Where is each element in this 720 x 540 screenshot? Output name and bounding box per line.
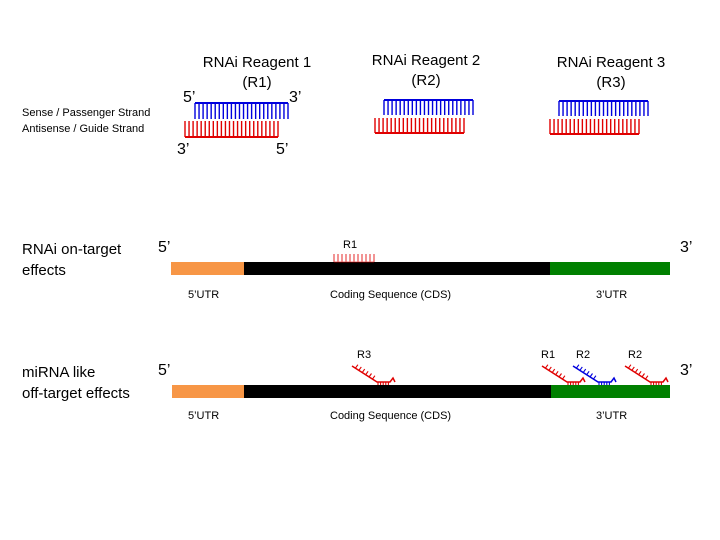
strand-base-tick — [644, 375, 649, 380]
row2-bound-r3 — [351, 364, 396, 385]
row2-5utr-segment — [172, 385, 244, 398]
strand-base-tick — [365, 370, 369, 376]
row2-cds-segment — [244, 385, 551, 398]
on-target-label-line2: effects — [22, 262, 66, 279]
row1-cds-label: Coding Sequence (CDS) — [330, 289, 452, 301]
row2-bound-r2b-label: R2 — [628, 349, 643, 361]
reagent-1-name: RNAi Reagent 1 — [202, 54, 312, 71]
row2-bound-r1-label: R1 — [541, 349, 556, 361]
reagent-1-guide-strand — [184, 121, 279, 138]
row1-3utr-segment — [550, 262, 670, 275]
reagent-3-title: RNAi Reagent 3 (R3) — [546, 53, 676, 93]
row2-3utr-label: 3’UTR — [596, 410, 628, 422]
sense-strand-label: Sense / Passenger Strand — [22, 107, 151, 119]
reagent-3-guide-strand — [549, 119, 640, 135]
strand-base-tick — [561, 375, 566, 380]
row1-3utr-label: 3’UTR — [596, 289, 628, 301]
reagent-1-sense-strand — [194, 102, 289, 119]
reagent-1-duplex — [184, 102, 289, 138]
off-target-label-line1: miRNA like — [22, 364, 96, 381]
strand-base-tick — [368, 373, 372, 378]
strand-base-tick — [627, 364, 632, 369]
strand-base-tick — [555, 370, 559, 376]
reagent-2-title: RNAi Reagent 2 (R2) — [361, 51, 491, 91]
row1-mrna — [171, 262, 670, 275]
row2-mrna — [172, 385, 670, 398]
row2-bound-r3-label: R3 — [357, 349, 372, 361]
row2-bound-r1 — [541, 364, 586, 385]
on-target-label-line1: RNAi on-target — [22, 241, 122, 258]
strand-base-tick — [544, 364, 549, 369]
reagent-1-abbr: (R1) — [242, 74, 272, 91]
row1-5utr-segment — [171, 262, 244, 275]
row2-3-prime-label: 3’ — [680, 362, 693, 379]
row2-3utr-segment — [551, 385, 670, 398]
strand-base-tick — [551, 368, 556, 373]
strand-base-tick — [634, 368, 639, 373]
row1-5utr-label: 5’UTR — [188, 289, 220, 301]
strand-base-tick — [638, 370, 642, 376]
strand-base-tick — [589, 373, 593, 378]
row1-cds-segment — [244, 262, 550, 275]
strand-base-tick — [592, 375, 597, 380]
reagent-2-sense-strand — [383, 99, 474, 115]
strand-base-tick — [371, 375, 376, 380]
antisense-strand-label: Antisense / Guide Strand — [22, 123, 145, 135]
strand-base-tick — [361, 368, 366, 373]
strand-base-tick — [354, 364, 359, 369]
strand-base-tick — [631, 366, 635, 371]
row2-5utr-label: 5’UTR — [188, 410, 220, 422]
reagent-3-abbr: (R3) — [596, 74, 626, 91]
strand-base-tick — [558, 373, 562, 378]
reagent-3-name: RNAi Reagent 3 — [556, 54, 666, 71]
strand-backbone — [351, 365, 396, 383]
strand-base-tick — [548, 366, 552, 371]
row1-3-prime-label: 3’ — [680, 239, 693, 256]
row2-bound-r2a — [572, 364, 617, 385]
reagent-2-guide-strand — [374, 118, 465, 134]
strand-backbone — [541, 365, 586, 383]
row2-bound-r2a-label: R2 — [576, 349, 591, 361]
row2-5-prime-label: 5’ — [158, 362, 171, 379]
strand-base-tick — [582, 368, 587, 373]
strand-backbone — [624, 365, 669, 383]
on-target-label: RNAi on-target effects — [22, 239, 121, 281]
row2-cds-label: Coding Sequence (CDS) — [330, 410, 452, 422]
strand-base-tick — [358, 366, 362, 371]
sense-5-prime-label: 5’ — [183, 89, 196, 106]
guide-5-prime-label: 5’ — [276, 141, 289, 158]
reagent-2-abbr: (R2) — [411, 72, 441, 89]
row2-bound-r2b — [624, 364, 669, 385]
reagent-1-title: RNAi Reagent 1 (R1) — [192, 53, 322, 93]
row1-5-prime-label: 5’ — [158, 239, 171, 256]
guide-3-prime-label: 3’ — [177, 141, 190, 158]
strand-base-tick — [586, 370, 590, 376]
off-target-label-line2: off-target effects — [22, 385, 130, 402]
reagent-3-duplex — [549, 100, 649, 135]
row1-bound-r1-label: R1 — [343, 239, 358, 251]
sense-3-prime-label: 3’ — [289, 89, 302, 106]
reagent-2-name: RNAi Reagent 2 — [371, 52, 481, 69]
row1-bound-r1 — [333, 254, 375, 263]
reagent-3-sense-strand — [558, 100, 649, 116]
strand-base-tick — [579, 366, 583, 371]
reagent-2-duplex — [374, 99, 474, 134]
strand-base-tick — [641, 373, 645, 378]
off-target-label: miRNA like off-target effects — [22, 362, 130, 404]
strand-base-tick — [575, 364, 580, 369]
strand-backbone — [572, 365, 617, 383]
